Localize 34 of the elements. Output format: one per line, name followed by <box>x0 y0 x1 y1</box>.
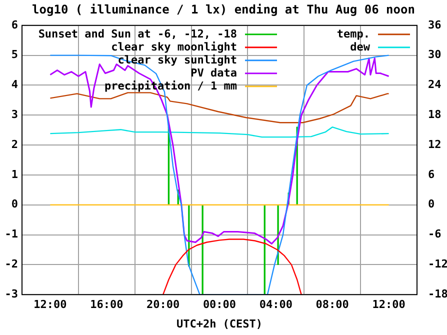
x-tick-label: 08:00 <box>316 298 349 312</box>
y2-tick-label: 12 <box>428 138 442 151</box>
legend-label: clear sky moonlight <box>111 40 237 54</box>
y-tick-label: 5 <box>11 48 18 62</box>
x-axis-title: UTC+2h (CEST) <box>176 317 263 330</box>
y2-tick-label: -18 <box>428 287 447 300</box>
y2-tick-label: 36 <box>428 18 442 32</box>
y-tick-label: 1 <box>11 168 18 181</box>
y2-tick-label: 0 <box>428 198 435 211</box>
y-tick-label: 2 <box>11 138 18 151</box>
x-tick-label: 04:00 <box>259 298 292 312</box>
chart-title: log10 ( illuminance / 1 lx) ending at Thu Aug 06 noon <box>32 2 415 16</box>
y-tick-label: -1 <box>4 228 18 241</box>
y2-tick-label: 30 <box>428 48 442 62</box>
y-tick-label: 3 <box>11 108 18 121</box>
legend-label: dew <box>350 40 370 54</box>
legend-label: Sunset and Sun at -6, -12, -18 <box>38 27 237 40</box>
x-tick-label: 12:00 <box>372 298 406 312</box>
x-tick-label: 16:00 <box>90 298 124 312</box>
x-tick-label: 20:00 <box>146 298 180 312</box>
y2-tick-label: 6 <box>428 168 435 181</box>
x-tick-label: 12:00 <box>34 298 67 312</box>
legend-label: temp. <box>336 27 370 40</box>
y2-tick-label: -6 <box>428 228 442 241</box>
y2-tick-label: -12 <box>428 258 447 271</box>
x-tick-label: 00:00 <box>202 298 236 312</box>
y-tick-label: 4 <box>11 78 18 92</box>
y-tick-label: 0 <box>11 198 18 211</box>
y2-tick-label: 18 <box>428 108 442 121</box>
y-tick-label: 6 <box>11 18 18 32</box>
y-tick-label: -3 <box>4 287 18 300</box>
legend-label: PV data <box>190 66 237 80</box>
y2-tick-label: 24 <box>428 78 442 92</box>
y-tick-label: -2 <box>4 258 18 271</box>
